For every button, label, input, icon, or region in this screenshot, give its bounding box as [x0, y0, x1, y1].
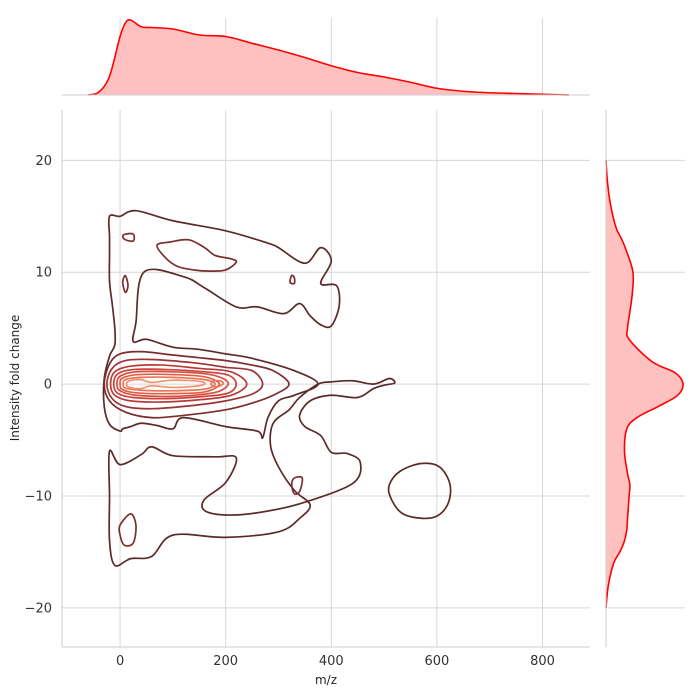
contour-line-level-1: [118, 513, 137, 547]
top-marginal-density-fill: [88, 19, 569, 95]
contour-line-level-6: [119, 373, 221, 395]
contour-line-level-1: [289, 274, 296, 285]
y-tick-label: −10: [25, 489, 52, 504]
x-tick-label: 600: [424, 654, 449, 669]
contour-line-level-1: [290, 475, 304, 496]
contour-line-level-1: [121, 274, 129, 294]
contour-line-level-7: [210, 379, 225, 388]
contour-line-level-7: [122, 376, 216, 392]
y-tick-label: −20: [25, 601, 52, 616]
contour-line-level-5: [116, 370, 230, 398]
y-tick-label: 20: [35, 154, 52, 169]
contour-line-level-1: [156, 238, 238, 272]
x-tick-label: 0: [116, 654, 124, 669]
x-tick-labels: 0 200 400 600 800: [116, 654, 555, 669]
top-marginal-density-line: [88, 19, 569, 96]
y-tick-labels: −20 −10 0 10 20: [25, 154, 52, 617]
main-plot-grid: [62, 110, 590, 647]
x-tick-label: 800: [530, 654, 555, 669]
y-axis-label: Intensity fold change: [8, 315, 22, 442]
kde-contours: [102, 209, 452, 567]
x-tick-label: 200: [213, 654, 238, 669]
contour-line-level-8: [125, 378, 206, 390]
contour-line-level-0: [107, 377, 396, 567]
contour-line-level-0: [387, 462, 452, 520]
y-tick-label: 10: [35, 266, 52, 281]
contour-line-level-1: [121, 232, 136, 243]
contour-line-level-2: [106, 358, 264, 410]
right-marginal-density-line: [605, 160, 684, 608]
x-tick-label: 400: [319, 654, 344, 669]
y-tick-label: 0: [44, 378, 52, 393]
contour-line-level-3: [109, 364, 248, 403]
right-marginal-density-fill: [606, 160, 684, 608]
contour-line-level-4: [112, 368, 238, 400]
contour-line-level-0: [102, 209, 341, 440]
contour-line-level-1: [103, 350, 290, 419]
x-axis-label: m/z: [315, 673, 337, 687]
